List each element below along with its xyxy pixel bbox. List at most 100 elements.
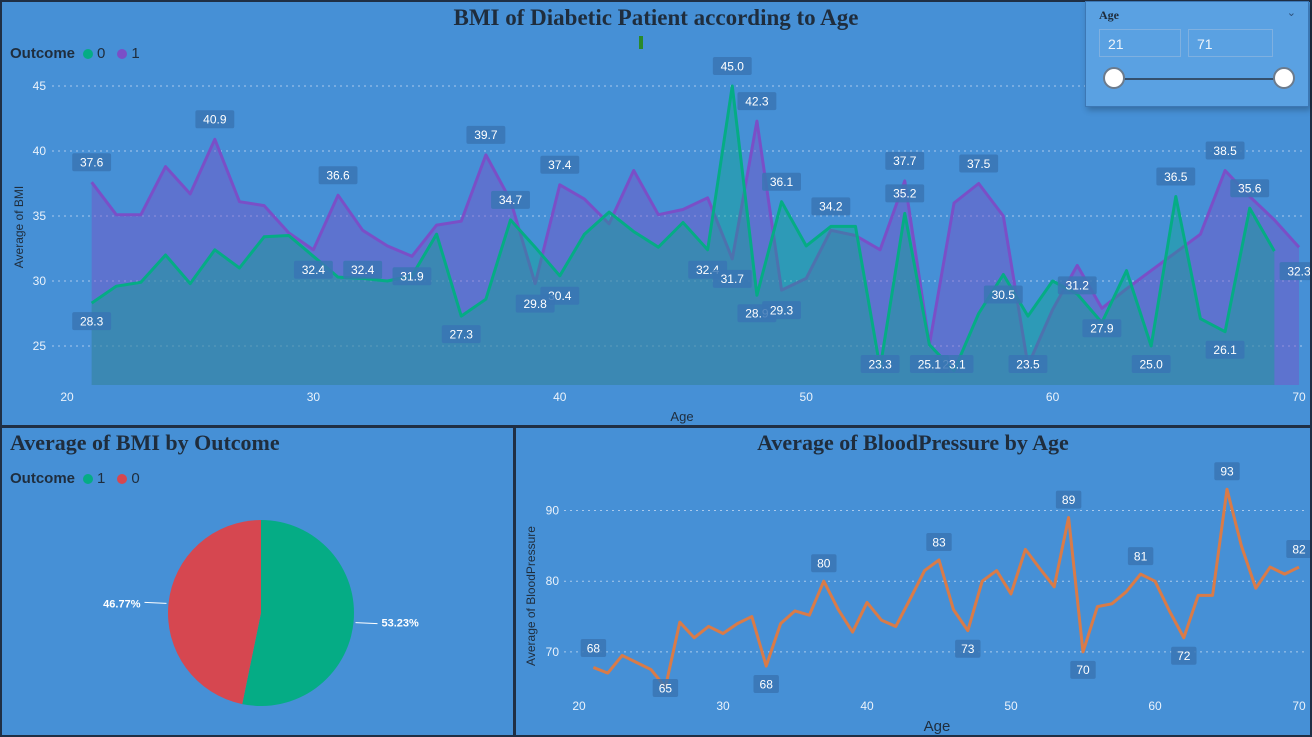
pie-data-label-1: 53.23% bbox=[382, 618, 420, 630]
data-label-series-1-text: 37.5 bbox=[967, 157, 991, 171]
bp-data-label-bg bbox=[1127, 547, 1154, 566]
data-label-series-0: 36.1 bbox=[762, 172, 801, 191]
x-tick-label: 60 bbox=[1148, 699, 1162, 713]
bp-data-label-text: 83 bbox=[932, 535, 946, 549]
bp-data-label-bg bbox=[753, 675, 779, 694]
data-label-series-0-text: 26.1 bbox=[1213, 343, 1237, 357]
data-label-series-1: 27.9 bbox=[1082, 319, 1122, 338]
bp-data-label: 73 bbox=[955, 639, 981, 658]
bp-data-label: 89 bbox=[1055, 490, 1082, 509]
data-label-series-0-text: 30.5 bbox=[992, 288, 1016, 302]
data-label-series-1-text: 39.7 bbox=[474, 128, 498, 142]
legend-label-1: 1 bbox=[131, 45, 140, 62]
pie-slice-0 bbox=[168, 520, 261, 705]
bp-data-label-text: 70 bbox=[1076, 663, 1090, 677]
bp-data-label: 68 bbox=[753, 675, 779, 694]
pie-legend-item-1[interactable]: 1 bbox=[83, 470, 105, 487]
data-label-series-1-text: 32.4 bbox=[302, 263, 326, 277]
data-label-series-1-text: 32.3 bbox=[1287, 264, 1310, 278]
bp-data-label-text: 82 bbox=[1292, 542, 1306, 556]
data-label-series-0-text: 35.6 bbox=[1238, 182, 1262, 196]
bloodpressure-line-chart: 70 80 90 20 30 40 50 60 70 Age Average of BloodPre… bbox=[524, 462, 1310, 735]
bmi-age-title: BMI of Diabetic Patient according to Age bbox=[453, 5, 859, 30]
legend-dot-1 bbox=[117, 48, 128, 59]
pie-leader-1 bbox=[355, 622, 378, 625]
bp-data-label-bg bbox=[1286, 540, 1310, 559]
data-label-series-0: 27.3 bbox=[441, 325, 481, 344]
data-label-series-1: 23.5 bbox=[1008, 355, 1048, 373]
data-label-series-1-text: 23.5 bbox=[1016, 357, 1040, 371]
data-label-series-1-text: 37.6 bbox=[80, 156, 104, 170]
bp-data-label: 82 bbox=[1286, 540, 1310, 559]
y-tick-label: 80 bbox=[546, 574, 560, 588]
data-label-series-0-bg bbox=[1131, 355, 1171, 373]
pie-leader-0 bbox=[144, 601, 167, 604]
legend-item-0[interactable]: 0 bbox=[83, 45, 105, 62]
legend-item-1[interactable]: 1 bbox=[117, 45, 140, 62]
x-tick-label: 20 bbox=[60, 390, 74, 404]
bmi-outcome-panel: Average of BMI by Outcome Outcome 1 0 53… bbox=[0, 426, 515, 737]
y-tick-label: 25 bbox=[33, 339, 47, 353]
data-label-series-1-bg bbox=[1057, 276, 1097, 295]
data-label-series-0-bg bbox=[983, 285, 1023, 304]
chevron-down-icon[interactable]: ⌄ bbox=[1286, 7, 1296, 19]
data-label-series-1-bg bbox=[959, 154, 999, 173]
data-label-series-1-bg bbox=[195, 110, 235, 129]
data-label-series-1-bg bbox=[293, 260, 333, 279]
bp-data-label-text: 65 bbox=[659, 681, 673, 695]
data-label-series-1: 37.4 bbox=[540, 155, 580, 174]
bp-data-label-text: 93 bbox=[1220, 465, 1234, 479]
bp-data-label-bg bbox=[580, 639, 607, 658]
age-slicer[interactable]: Age ⌄ 21 71 bbox=[1085, 1, 1309, 107]
data-label-series-1: 25.1 bbox=[909, 355, 949, 373]
bp-data-label-text: 81 bbox=[1134, 549, 1148, 563]
data-label-series-1-bg bbox=[392, 267, 432, 286]
bp-data-label-bg bbox=[652, 679, 679, 697]
bp-data-label-bg bbox=[811, 554, 837, 573]
data-label-series-0-bg bbox=[712, 57, 752, 75]
data-label-series-0: 28.3 bbox=[72, 312, 112, 331]
bp-data-label: 80 bbox=[811, 554, 837, 573]
data-label-series-0-bg bbox=[1205, 340, 1245, 359]
data-label-series-1-text: 31.7 bbox=[721, 272, 745, 286]
data-label-series-0: 23.3 bbox=[860, 355, 900, 373]
data-label-series-1: 39.7 bbox=[466, 125, 506, 144]
data-label-series-1-bg bbox=[885, 151, 925, 170]
area-fill-series-0 bbox=[91, 86, 1275, 385]
data-label-series-1-bg bbox=[737, 92, 777, 111]
y-tick-label: 45 bbox=[33, 79, 47, 93]
data-label-series-1-bg bbox=[1205, 141, 1245, 160]
data-label-series-1-bg bbox=[466, 125, 506, 144]
data-label-series-0: 32.4 bbox=[343, 260, 383, 279]
x-axis-label: Age bbox=[670, 409, 693, 424]
data-label-series-1-bg bbox=[318, 166, 358, 185]
x-tick-label: 30 bbox=[307, 390, 321, 404]
pie-legend-item-0[interactable]: 0 bbox=[117, 470, 140, 487]
slider-handle-min[interactable] bbox=[1103, 67, 1125, 89]
age-min-input[interactable]: 21 bbox=[1099, 29, 1181, 57]
x-tick-label: 40 bbox=[553, 390, 567, 404]
bp-data-label-text: 68 bbox=[760, 677, 774, 691]
y-tick-label: 90 bbox=[546, 503, 560, 517]
bp-data-label-bg bbox=[1171, 646, 1197, 665]
pie-data-label-0: 46.77% bbox=[103, 598, 141, 610]
data-label-series-0-bg bbox=[1156, 167, 1196, 186]
data-label-series-1-bg bbox=[1082, 319, 1122, 338]
pie-legend-title: Outcome bbox=[10, 470, 76, 487]
data-label-series-1: 31.2 bbox=[1057, 276, 1097, 295]
slider-track[interactable] bbox=[1114, 78, 1283, 80]
data-label-series-1-bg bbox=[1008, 355, 1048, 373]
y-tick-label: 70 bbox=[546, 645, 560, 659]
age-max-input[interactable]: 71 bbox=[1188, 29, 1273, 57]
slider-handle-max[interactable] bbox=[1273, 67, 1295, 89]
data-label-series-0-text: 32.4 bbox=[351, 263, 375, 277]
bp-data-label-bg bbox=[1055, 490, 1082, 509]
bloodpressure-panel: Average of BloodPressure by Age 70 80 90 20… bbox=[514, 426, 1312, 737]
legend-label-0: 0 bbox=[97, 45, 106, 62]
x-tick-label: 70 bbox=[1292, 699, 1306, 713]
bp-data-label-text: 80 bbox=[817, 557, 831, 571]
bmi-age-legend: Outcome 0 1 bbox=[10, 45, 146, 62]
pie-title: Average of BMI by Outcome bbox=[10, 430, 280, 455]
bp-data-label-text: 73 bbox=[961, 642, 975, 656]
data-label-series-1: 38.5 bbox=[1205, 141, 1245, 160]
